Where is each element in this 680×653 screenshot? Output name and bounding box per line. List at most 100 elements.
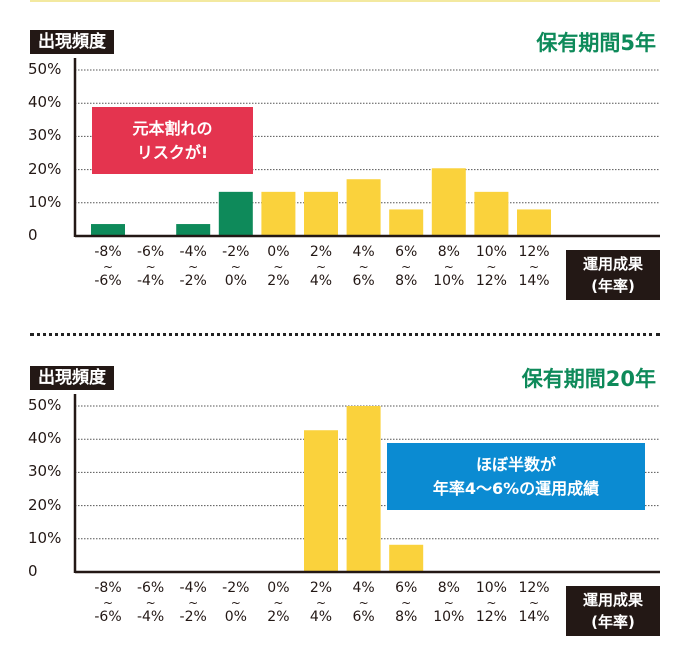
x-tick-to: -2% xyxy=(179,273,207,289)
x-tick-from: -6% xyxy=(136,580,165,596)
y-tick-label: 30% xyxy=(28,462,62,481)
y-tick-label: 0 xyxy=(28,226,38,244)
y-tick-label: 0 xyxy=(28,562,38,580)
x-tick-to: 6% xyxy=(352,273,375,289)
x-tick-from: 0% xyxy=(267,580,290,596)
x-tick-from: -2% xyxy=(222,580,250,596)
y-axis-label: 出現頻度 xyxy=(30,30,114,54)
bar xyxy=(389,209,424,236)
x-tick-to: 0% xyxy=(224,609,247,625)
risk-callout: 元本割れの リスクが! xyxy=(92,107,253,174)
x-tick-label: 6% ~8% xyxy=(383,244,429,290)
x-tick-from: 6% xyxy=(395,244,418,260)
section-divider xyxy=(30,333,660,336)
chart-holding-5-years: 出現頻度 保有期間5年 運用成果 (年率) 元本割れの リスクが! 0 10% 20… xyxy=(0,0,680,320)
x-tick-label: -4% ~ -2% xyxy=(170,580,216,626)
bar xyxy=(304,191,338,236)
x-tick-label: 12% ~14% xyxy=(511,580,557,626)
x-tick-label: 2% ~4% xyxy=(298,244,344,290)
x-tick-from: 6% xyxy=(395,580,418,596)
x-tick-label: 4% ~6% xyxy=(341,580,387,626)
x-tick-tilde: ~ xyxy=(486,260,497,274)
callout-line2: 年率4〜6%の運用成績 xyxy=(432,478,600,498)
bar xyxy=(91,224,125,236)
bar xyxy=(474,191,509,236)
x-tick-from: -8% xyxy=(94,580,122,596)
x-tick-tilde: ~ xyxy=(273,260,284,274)
x-tick-to: -4% xyxy=(136,273,165,289)
y-tick-label: 20% xyxy=(28,495,62,514)
x-tick-from: 10% xyxy=(475,580,507,596)
bar xyxy=(261,191,296,236)
x-tick-to: 14% xyxy=(518,609,550,625)
x-tick-from: 2% xyxy=(309,244,333,260)
y-tick-label: 10% xyxy=(28,192,62,211)
bar xyxy=(346,179,381,236)
x-tick-to: 10% xyxy=(433,273,465,289)
x-axis-label-line1: 運用成果 xyxy=(582,591,643,609)
x-tick-label: -2% ~0% xyxy=(213,244,259,290)
x-tick-tilde: ~ xyxy=(528,260,540,274)
x-tick-from: 2% xyxy=(309,580,333,596)
x-tick-label: -2% ~0% xyxy=(213,580,259,626)
x-tick-from: 8% xyxy=(437,580,460,596)
x-axis-label: 運用成果 (年率) xyxy=(566,586,660,636)
chart-holding-20-years: 出現頻度 保有期間20年 運用成果 (年率) 0 10% 20% 30% 40% 50% -… xyxy=(0,336,680,653)
x-tick-tilde: ~ xyxy=(401,260,412,274)
x-tick-label: 0% ~2% xyxy=(255,580,301,626)
x-tick-to: 12% xyxy=(475,273,507,289)
x-tick-tilde: ~ xyxy=(273,596,284,610)
y-tick-label: 50% xyxy=(28,396,62,414)
y-axis-label: 出現頻度 xyxy=(30,366,114,390)
x-tick-from: -4% xyxy=(179,580,207,596)
bar xyxy=(176,224,211,236)
x-tick-tilde: ~ xyxy=(528,596,540,610)
chart-title: 保有期間20年 xyxy=(521,367,656,391)
x-tick-tilde: ~ xyxy=(102,260,114,274)
y-tick-label: 40% xyxy=(28,93,62,112)
x-tick-tilde: ~ xyxy=(315,596,327,610)
x-tick-from: -2% xyxy=(222,244,250,260)
x-tick-to: -2% xyxy=(179,609,207,625)
x-tick-label: 8% ~10% xyxy=(426,244,472,290)
x-tick-to: 10% xyxy=(433,609,465,625)
x-axis-label: 運用成果 (年率) xyxy=(566,250,660,300)
x-axis-label-line1: 運用成果 xyxy=(582,255,643,273)
x-tick-tilde: ~ xyxy=(188,260,199,274)
x-tick-to: 0% xyxy=(224,273,247,289)
x-axis-label-line2: (年率) xyxy=(591,613,635,631)
x-tick-label: 10% ~12% xyxy=(468,580,514,626)
callout-line1: ほぼ半数が xyxy=(475,454,556,474)
bar xyxy=(517,209,551,236)
x-tick-from: -6% xyxy=(136,244,165,260)
bar xyxy=(346,406,381,572)
x-tick-to: 4% xyxy=(309,609,333,625)
x-tick-tilde: ~ xyxy=(358,596,369,610)
x-tick-from: 8% xyxy=(437,244,460,260)
x-tick-tilde: ~ xyxy=(315,260,327,274)
x-tick-to: 12% xyxy=(475,609,507,625)
x-tick-tilde: ~ xyxy=(188,596,199,610)
bar xyxy=(389,544,424,572)
x-tick-tilde: ~ xyxy=(102,596,114,610)
bar xyxy=(304,430,338,572)
x-tick-label: -8% ~ -6% xyxy=(85,580,131,626)
x-tick-from: 12% xyxy=(518,244,550,260)
y-tick-label: 50% xyxy=(28,60,62,78)
y-tick-label: 20% xyxy=(28,159,62,178)
x-tick-label: 4% ~6% xyxy=(341,244,387,290)
x-tick-label: 0% ~2% xyxy=(255,244,301,290)
x-tick-tilde: ~ xyxy=(145,596,156,610)
x-tick-to: 14% xyxy=(518,273,550,289)
x-tick-tilde: ~ xyxy=(443,260,454,274)
bar xyxy=(431,168,466,236)
x-tick-to: -6% xyxy=(94,609,122,625)
x-tick-from: 0% xyxy=(267,244,290,260)
x-tick-label: -8% ~ -6% xyxy=(85,244,131,290)
x-tick-to: 2% xyxy=(267,273,290,289)
x-axis-label-line2: (年率) xyxy=(591,277,635,295)
x-tick-label: -6% ~ -4% xyxy=(128,244,174,290)
x-tick-label: -6% ~ -4% xyxy=(128,580,174,626)
x-tick-from: 4% xyxy=(352,244,375,260)
